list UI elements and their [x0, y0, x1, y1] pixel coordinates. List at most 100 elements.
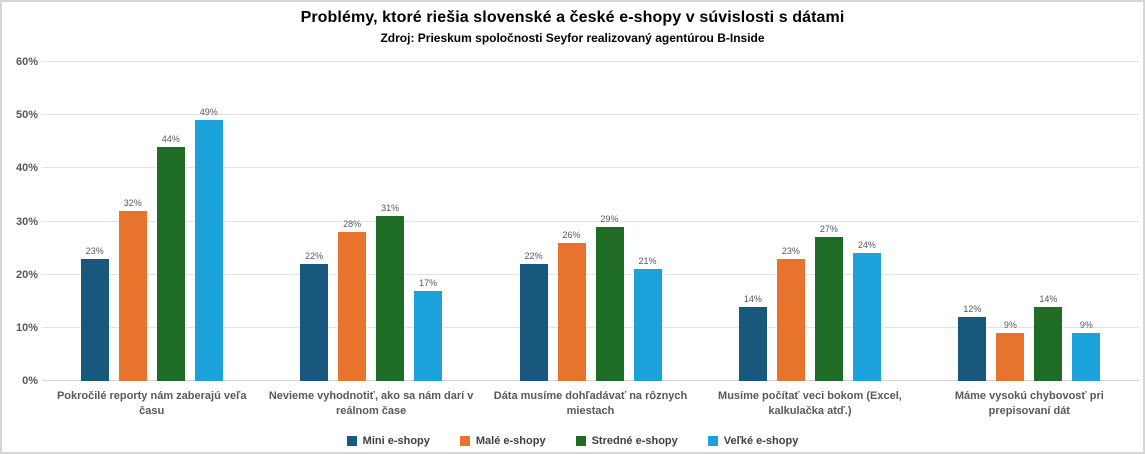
bar-column: 14%: [738, 62, 767, 381]
bar-column: 44%: [156, 62, 185, 381]
chart-title: Problémy, ktoré riešia slovenské a české…: [300, 9, 845, 26]
bar-group-1: 23% 32% 44% 49%: [42, 62, 261, 381]
legend-swatch-icon: [346, 436, 357, 446]
bar: [595, 226, 624, 381]
legend-item: Mini e-shopy: [346, 435, 430, 447]
bar-column: 23%: [776, 62, 805, 381]
bar-value-label: 17%: [419, 277, 438, 288]
bar: [300, 264, 329, 381]
bar-value-label: 9%: [1079, 320, 1093, 331]
bar-value-label: 26%: [562, 229, 581, 240]
bar: [414, 290, 443, 381]
gridline-30: [42, 220, 1139, 222]
chart-subtitle: Zdroj: Prieskum spoločnosti Seyfor reali…: [380, 31, 765, 45]
gridline-60: [42, 61, 1139, 62]
bar-column: 21%: [633, 62, 662, 381]
y-tick-label: 40%: [15, 162, 38, 175]
bar: [958, 317, 987, 381]
bar: [996, 333, 1025, 381]
legend-swatch-icon: [707, 436, 718, 446]
bar: [557, 242, 586, 381]
bar-value-label: 23%: [85, 245, 104, 256]
bar-value-label: 12%: [963, 304, 982, 315]
legend-swatch-icon: [459, 436, 470, 446]
gridline-0: [42, 380, 1139, 381]
y-tick-label: 30%: [15, 215, 38, 228]
bar: [776, 258, 805, 381]
bar-value-label: 21%: [638, 256, 657, 267]
bar-column: 9%: [996, 62, 1025, 381]
y-tick-label: 50%: [15, 109, 38, 122]
legend-label: Stredné e-shopy: [591, 435, 678, 447]
x-axis-label-3: Dáta musíme dohľadávať na rôznych miesta…: [493, 390, 688, 417]
x-axis-labels: Pokročilé reporty nám zaberajú veľa času…: [42, 389, 1139, 419]
bar-column: 27%: [814, 62, 843, 381]
bar-column: 9%: [1072, 62, 1101, 381]
bar-value-label: 14%: [743, 293, 762, 304]
bar-column: 24%: [852, 62, 881, 381]
legend-item: Stredné e-shopy: [575, 435, 678, 447]
bar-groups: 23% 32% 44% 49% 22% 28% 31% 17% 22% 26% 29% 21% 14% 2…: [42, 62, 1139, 381]
legend: Mini e-shopy Malé e-shopy Stredné e-shopy V…: [2, 435, 1143, 447]
bar-group-5: 12% 9% 14% 9%: [920, 62, 1139, 381]
bar-value-label: 49%: [199, 107, 218, 118]
bar-group-3: 22% 26% 29% 21%: [481, 62, 700, 381]
gridline-10: [42, 326, 1139, 328]
gridline-50: [42, 114, 1139, 116]
x-axis-label-4: Musíme počítať veci bokom (Excel, kalkul…: [718, 390, 902, 417]
bar-value-label: 32%: [123, 197, 142, 208]
bar: [1034, 306, 1063, 381]
y-tick-label: 20%: [15, 268, 38, 281]
bar: [338, 232, 367, 381]
bar: [118, 210, 147, 381]
bar-column: 32%: [118, 62, 147, 381]
bar-column: 28%: [338, 62, 367, 381]
bar-column: 49%: [194, 62, 223, 381]
x-axis-label-2: Nevieme vyhodnotiť, ako sa nám darí v re…: [268, 390, 474, 417]
bar: [633, 269, 662, 381]
bar: [376, 216, 405, 381]
bar-column: 17%: [414, 62, 443, 381]
gridline-40: [42, 167, 1139, 169]
bar-value-label: 14%: [1039, 293, 1058, 304]
bar: [852, 253, 881, 381]
legend-label: Veľké e-shopy: [723, 435, 799, 447]
x-axis-label-5: Máme vysokú chybovosť pri prepisovaní dá…: [954, 390, 1104, 417]
bar-column: 22%: [519, 62, 548, 381]
legend-label: Malé e-shopy: [475, 435, 546, 447]
bar-value-label: 22%: [524, 251, 543, 262]
y-tick-label: 10%: [15, 321, 38, 334]
bar-value-label: 44%: [161, 134, 180, 145]
bar-column: 23%: [80, 62, 109, 381]
bar: [194, 120, 223, 381]
bar-column: 12%: [958, 62, 987, 381]
bar-value-label: 22%: [305, 251, 324, 262]
bar-column: 31%: [376, 62, 405, 381]
bar: [80, 258, 109, 381]
y-tick-label: 0%: [22, 375, 38, 387]
bar-value-label: 23%: [781, 245, 800, 256]
bar-group-4: 14% 23% 27% 24%: [700, 62, 919, 381]
bar: [814, 237, 843, 381]
bar-value-label: 29%: [600, 213, 619, 224]
gridline-20: [42, 273, 1139, 275]
legend-swatch-icon: [575, 436, 586, 446]
legend-item: Malé e-shopy: [459, 435, 546, 447]
plot-area: 23% 32% 44% 49% 22% 28% 31% 17% 22% 26% 29% 21% 14% 2…: [42, 61, 1139, 381]
legend-label: Mini e-shopy: [362, 435, 430, 447]
bar-column: 26%: [557, 62, 586, 381]
bar: [156, 147, 185, 381]
bar-value-label: 27%: [819, 224, 838, 235]
bar-column: 29%: [595, 62, 624, 381]
bar-value-label: 28%: [343, 219, 362, 230]
x-axis-label-1: Pokročilé reporty nám zaberajú veľa času: [56, 390, 247, 417]
legend-item: Veľké e-shopy: [707, 435, 799, 447]
bar-value-label: 24%: [857, 240, 876, 251]
bar-group-2: 22% 28% 31% 17%: [261, 62, 480, 381]
bar-value-label: 9%: [1003, 320, 1017, 331]
bar-column: 14%: [1034, 62, 1063, 381]
bar: [1072, 333, 1101, 381]
bar-column: 22%: [300, 62, 329, 381]
bar-value-label: 31%: [381, 203, 400, 214]
